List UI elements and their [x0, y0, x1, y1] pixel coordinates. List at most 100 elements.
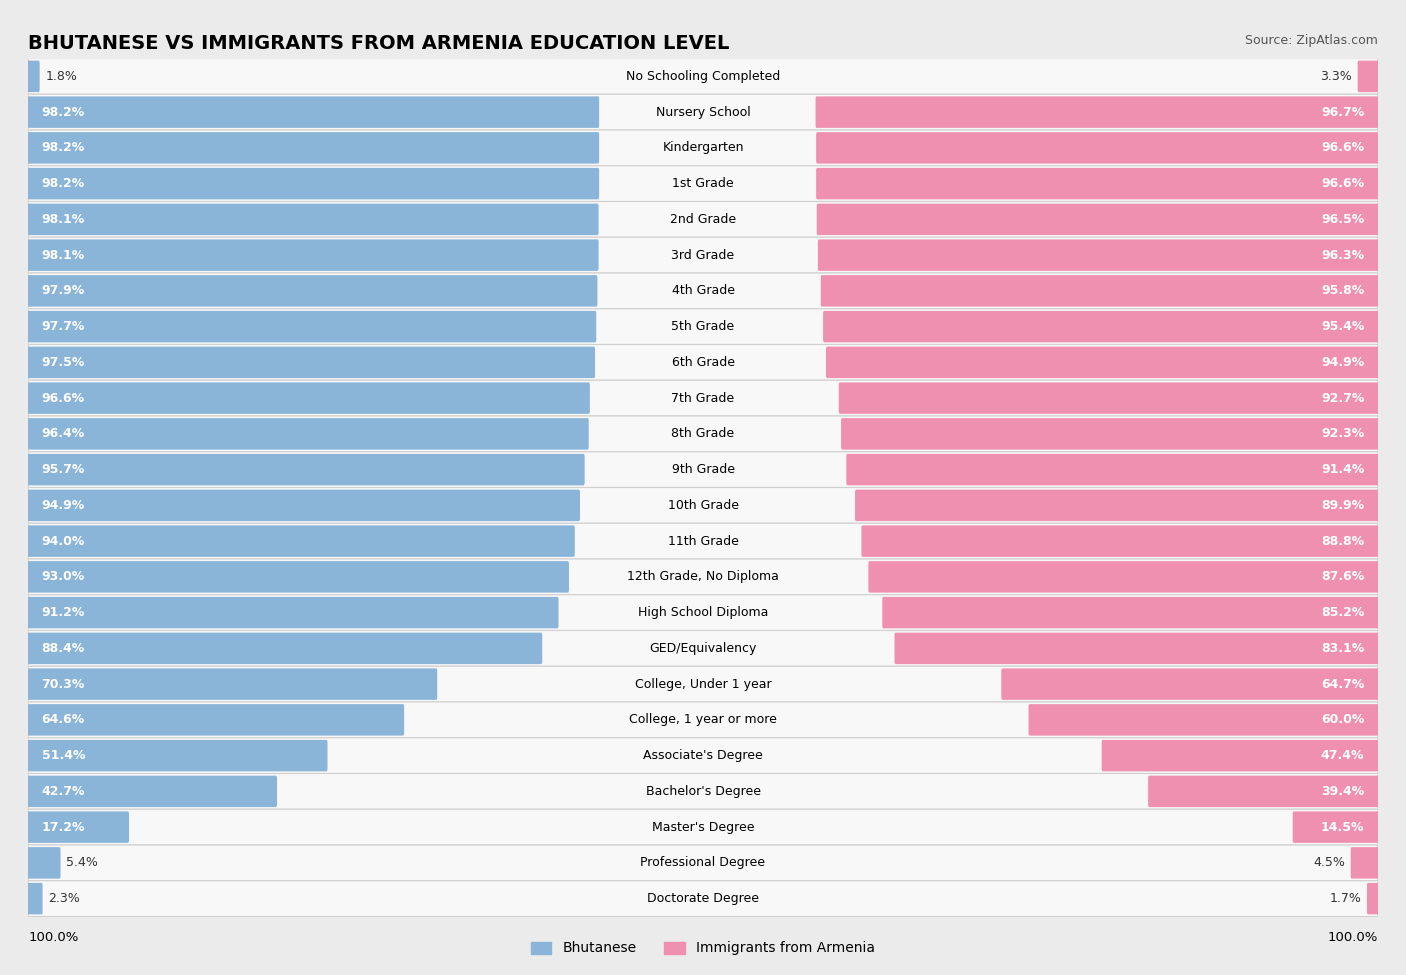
Text: 92.3%: 92.3%	[1322, 427, 1364, 441]
Text: Associate's Degree: Associate's Degree	[643, 749, 763, 762]
Text: 97.7%: 97.7%	[42, 320, 84, 333]
Text: 91.2%: 91.2%	[42, 606, 84, 619]
Text: 6th Grade: 6th Grade	[672, 356, 734, 369]
FancyBboxPatch shape	[1292, 811, 1379, 842]
Text: 96.4%: 96.4%	[42, 427, 84, 441]
Text: 97.5%: 97.5%	[42, 356, 84, 369]
FancyBboxPatch shape	[869, 562, 1379, 593]
FancyBboxPatch shape	[27, 669, 437, 700]
FancyBboxPatch shape	[28, 95, 1378, 130]
Text: 17.2%: 17.2%	[42, 821, 86, 834]
FancyBboxPatch shape	[28, 488, 1378, 524]
Text: 3.3%: 3.3%	[1320, 70, 1353, 83]
Text: 87.6%: 87.6%	[1322, 570, 1364, 583]
Text: 88.4%: 88.4%	[42, 642, 84, 655]
FancyBboxPatch shape	[28, 702, 1378, 738]
FancyBboxPatch shape	[28, 58, 1378, 95]
Text: Kindergarten: Kindergarten	[662, 141, 744, 154]
FancyBboxPatch shape	[28, 631, 1378, 666]
FancyBboxPatch shape	[27, 60, 39, 92]
Text: 60.0%: 60.0%	[1322, 714, 1364, 726]
FancyBboxPatch shape	[27, 347, 595, 378]
Text: 98.2%: 98.2%	[42, 177, 84, 190]
FancyBboxPatch shape	[28, 666, 1378, 702]
FancyBboxPatch shape	[27, 776, 277, 807]
FancyBboxPatch shape	[28, 130, 1378, 166]
Text: 98.1%: 98.1%	[42, 249, 84, 261]
FancyBboxPatch shape	[894, 633, 1379, 664]
Text: 96.6%: 96.6%	[1322, 177, 1364, 190]
FancyBboxPatch shape	[28, 559, 1378, 595]
Text: 93.0%: 93.0%	[42, 570, 84, 583]
FancyBboxPatch shape	[27, 704, 404, 735]
Text: 96.7%: 96.7%	[1322, 105, 1364, 119]
Text: 100.0%: 100.0%	[1327, 931, 1378, 944]
FancyBboxPatch shape	[28, 524, 1378, 559]
Text: 64.6%: 64.6%	[42, 714, 84, 726]
FancyBboxPatch shape	[839, 382, 1379, 413]
Text: GED/Equivalency: GED/Equivalency	[650, 642, 756, 655]
FancyBboxPatch shape	[28, 451, 1378, 488]
Text: 3rd Grade: 3rd Grade	[672, 249, 734, 261]
Text: 98.2%: 98.2%	[42, 105, 84, 119]
FancyBboxPatch shape	[818, 240, 1379, 271]
FancyBboxPatch shape	[27, 740, 328, 771]
FancyBboxPatch shape	[815, 168, 1379, 199]
FancyBboxPatch shape	[1001, 669, 1379, 700]
FancyBboxPatch shape	[28, 309, 1378, 344]
FancyBboxPatch shape	[27, 454, 585, 486]
FancyBboxPatch shape	[815, 133, 1379, 164]
FancyBboxPatch shape	[28, 738, 1378, 773]
Text: 5th Grade: 5th Grade	[672, 320, 734, 333]
FancyBboxPatch shape	[27, 562, 569, 593]
Text: 96.6%: 96.6%	[42, 392, 84, 405]
Text: 95.8%: 95.8%	[1322, 285, 1364, 297]
FancyBboxPatch shape	[823, 311, 1379, 342]
FancyBboxPatch shape	[1102, 740, 1379, 771]
Text: 12th Grade, No Diploma: 12th Grade, No Diploma	[627, 570, 779, 583]
FancyBboxPatch shape	[28, 380, 1378, 416]
FancyBboxPatch shape	[27, 204, 599, 235]
Text: 94.9%: 94.9%	[42, 499, 84, 512]
FancyBboxPatch shape	[27, 97, 599, 128]
FancyBboxPatch shape	[27, 847, 60, 878]
Text: 14.5%: 14.5%	[1320, 821, 1364, 834]
FancyBboxPatch shape	[27, 418, 589, 449]
Text: 1.8%: 1.8%	[45, 70, 77, 83]
Text: 9th Grade: 9th Grade	[672, 463, 734, 476]
Text: 96.5%: 96.5%	[1322, 213, 1364, 226]
FancyBboxPatch shape	[27, 275, 598, 306]
FancyBboxPatch shape	[28, 416, 1378, 451]
FancyBboxPatch shape	[1351, 847, 1379, 878]
FancyBboxPatch shape	[27, 597, 558, 628]
Text: Bachelor's Degree: Bachelor's Degree	[645, 785, 761, 798]
Text: 95.7%: 95.7%	[42, 463, 84, 476]
Legend: Bhutanese, Immigrants from Armenia: Bhutanese, Immigrants from Armenia	[524, 936, 882, 961]
Text: 100.0%: 100.0%	[28, 931, 79, 944]
FancyBboxPatch shape	[27, 633, 543, 664]
FancyBboxPatch shape	[825, 347, 1379, 378]
FancyBboxPatch shape	[28, 237, 1378, 273]
Text: 98.2%: 98.2%	[42, 141, 84, 154]
FancyBboxPatch shape	[27, 811, 129, 842]
FancyBboxPatch shape	[1029, 704, 1379, 735]
FancyBboxPatch shape	[1358, 60, 1379, 92]
FancyBboxPatch shape	[27, 526, 575, 557]
Text: 5.4%: 5.4%	[66, 856, 98, 870]
Text: 70.3%: 70.3%	[42, 678, 84, 690]
Text: 97.9%: 97.9%	[42, 285, 84, 297]
Text: Professional Degree: Professional Degree	[641, 856, 765, 870]
Text: 7th Grade: 7th Grade	[672, 392, 734, 405]
FancyBboxPatch shape	[1367, 883, 1379, 915]
Text: 98.1%: 98.1%	[42, 213, 84, 226]
Text: 92.7%: 92.7%	[1322, 392, 1364, 405]
Text: Master's Degree: Master's Degree	[652, 821, 754, 834]
FancyBboxPatch shape	[28, 595, 1378, 631]
Text: 51.4%: 51.4%	[42, 749, 86, 762]
Text: Source: ZipAtlas.com: Source: ZipAtlas.com	[1244, 34, 1378, 47]
Text: 2.3%: 2.3%	[48, 892, 80, 905]
Text: 47.4%: 47.4%	[1320, 749, 1364, 762]
FancyBboxPatch shape	[855, 489, 1379, 521]
Text: 89.9%: 89.9%	[1322, 499, 1364, 512]
Text: 88.8%: 88.8%	[1322, 534, 1364, 548]
